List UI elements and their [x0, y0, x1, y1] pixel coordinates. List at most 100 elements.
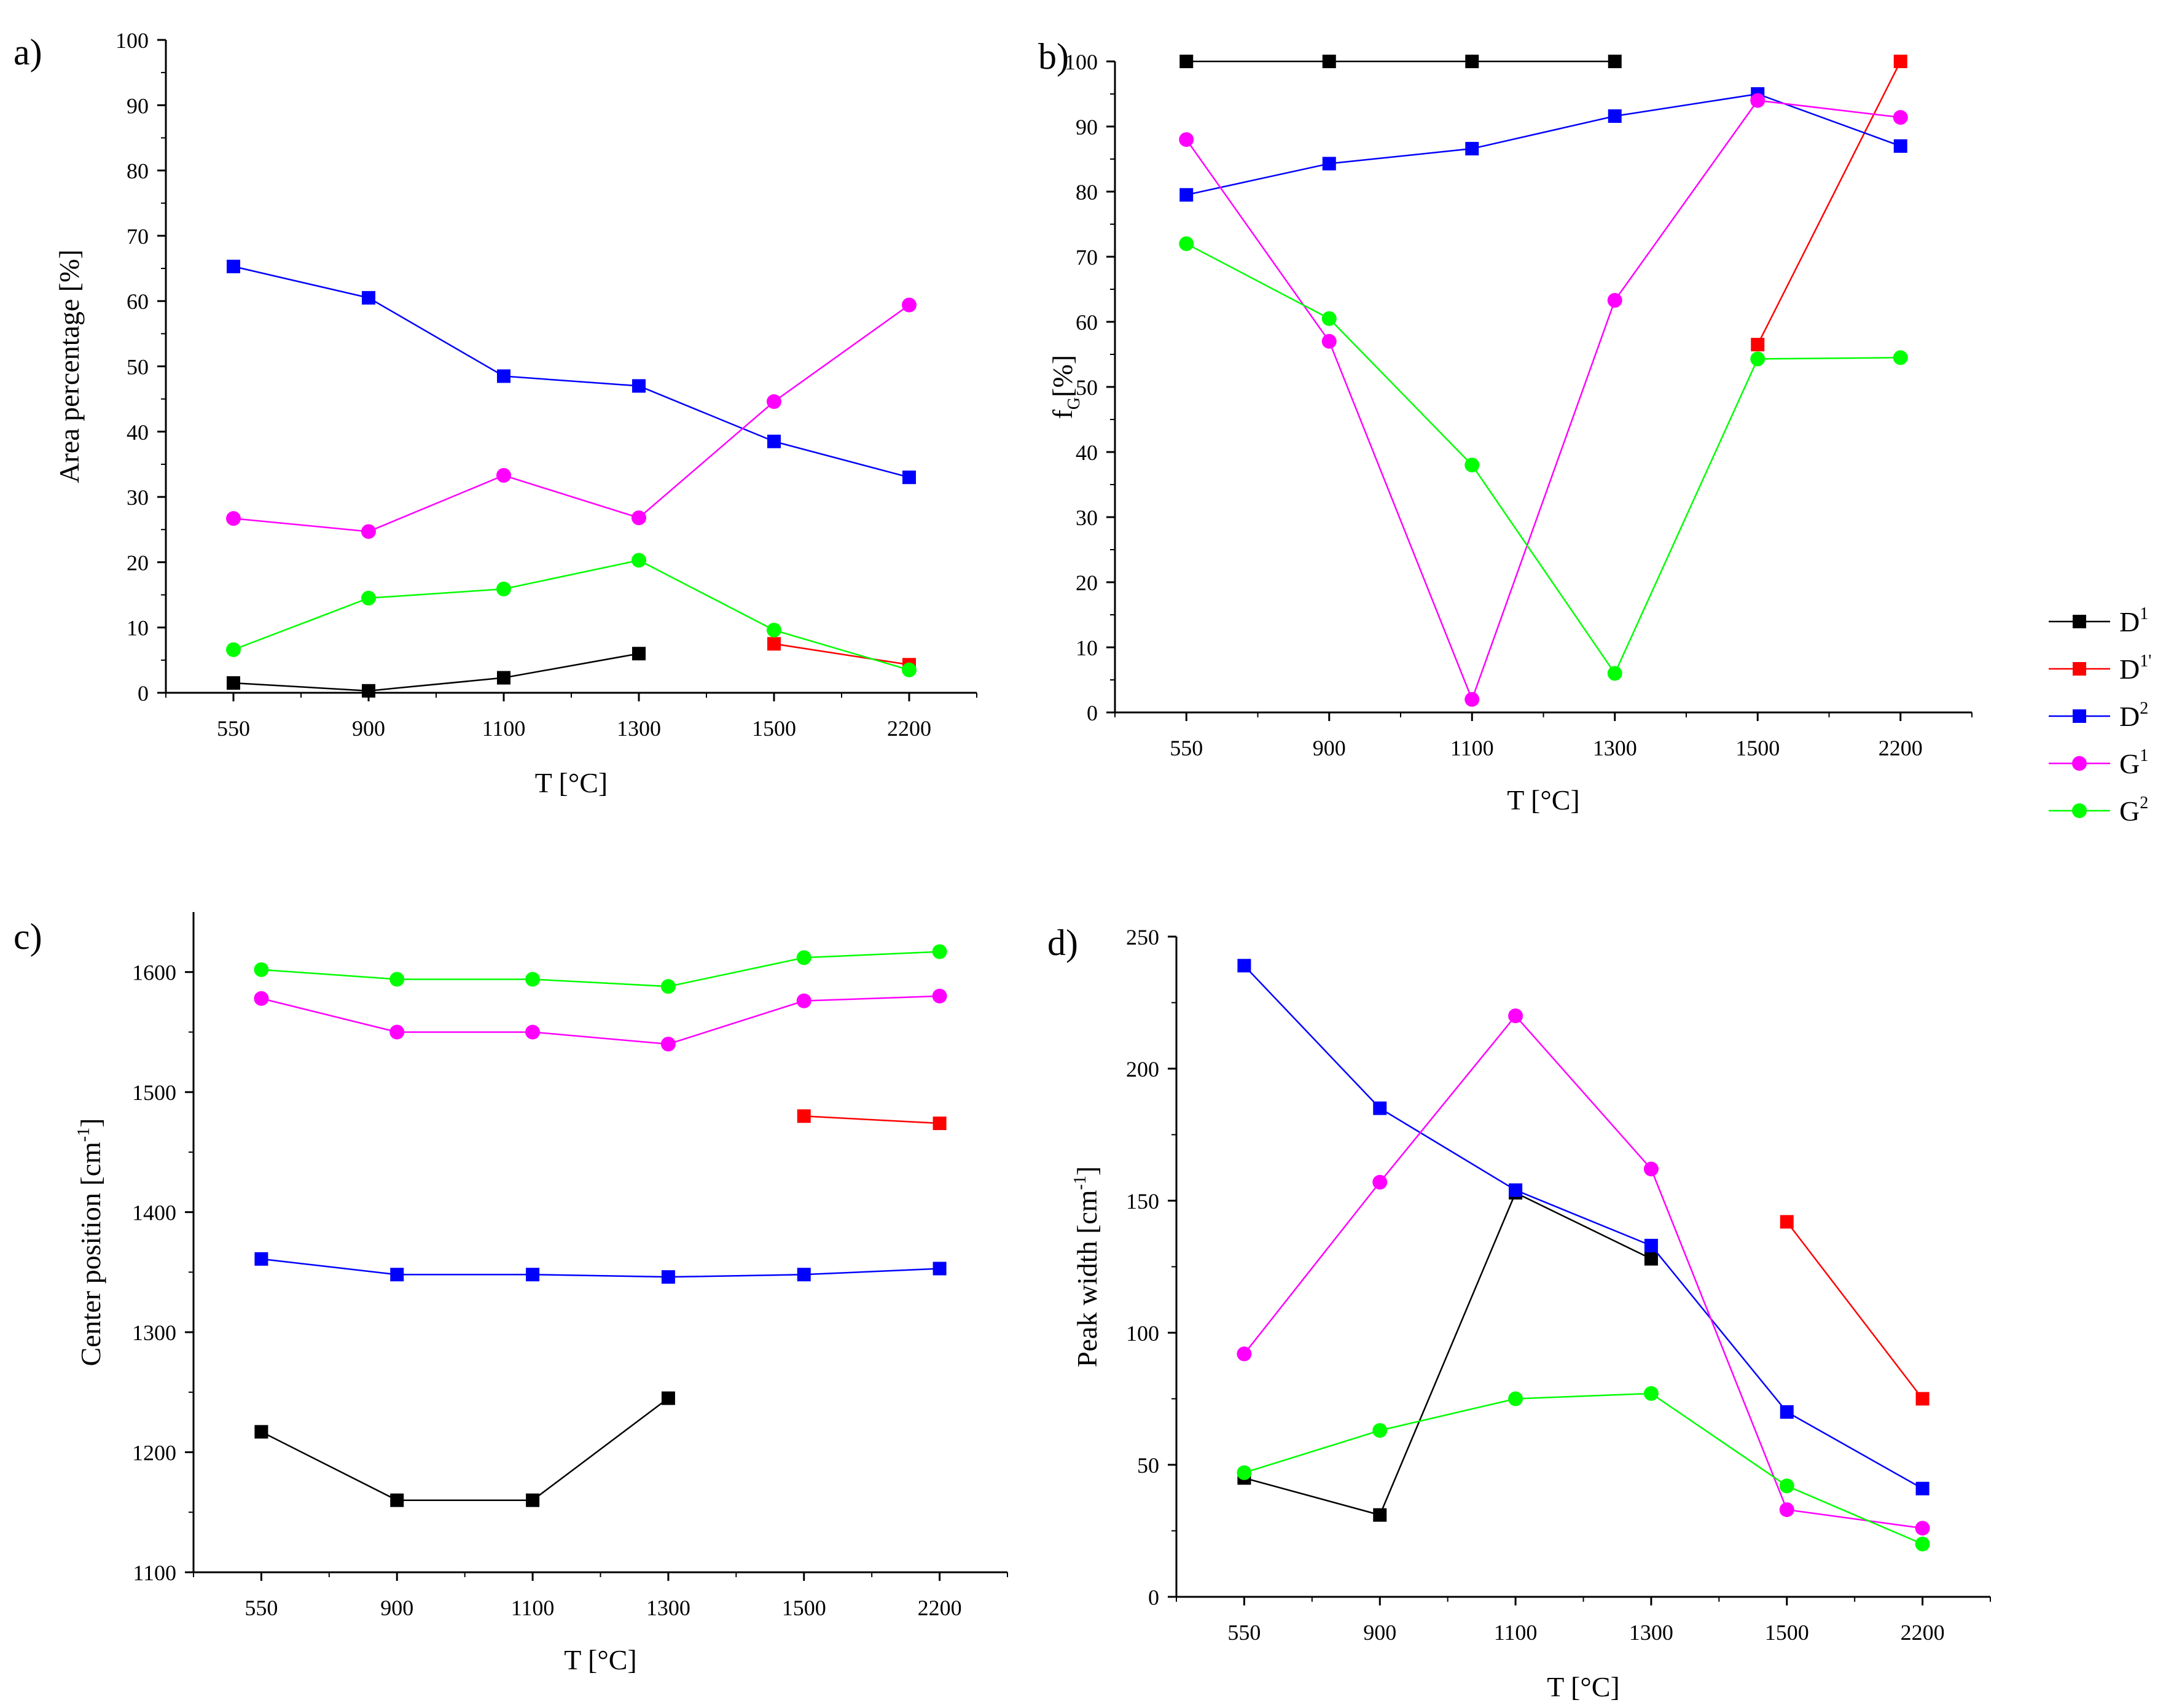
data-point-G2 [1607, 666, 1622, 681]
series-G2 [254, 944, 947, 994]
data-point-G2 [1750, 351, 1766, 367]
data-point-G2 [1915, 1537, 1930, 1551]
legend-marker-G1 [2072, 756, 2087, 771]
series-G2 [226, 553, 917, 677]
x-tick-label: 1500 [1735, 736, 1780, 760]
legend-label-sup: 2 [2140, 794, 2148, 813]
data-point-D2 [767, 434, 781, 448]
data-point-D1 [632, 647, 646, 661]
data-point-D2 [362, 291, 375, 305]
x-tick-label: 550 [1227, 1620, 1261, 1645]
data-point-G2 [1464, 458, 1480, 473]
panel-label: a) [14, 32, 42, 72]
x-tick-label: 1300 [646, 1596, 690, 1620]
y-tick-label: 1500 [132, 1080, 176, 1105]
x-axis-label: T [°C] [535, 767, 608, 798]
legend-label-D1p: D1' [2119, 652, 2151, 685]
x-tick-label: 1300 [1629, 1620, 1673, 1645]
data-point-G1 [1179, 132, 1194, 147]
y-axis-label-main: Peak width [cm [1071, 1190, 1103, 1367]
data-point-D2 [1373, 1101, 1387, 1115]
data-point-G1 [1750, 93, 1766, 108]
legend-label-base: G [2119, 795, 2140, 827]
y-axis-label-tail: ] [75, 1118, 106, 1127]
x-tick-label: 1100 [482, 716, 526, 741]
series-line-G1 [233, 304, 910, 532]
x-tick-label: 550 [1170, 736, 1203, 760]
data-point-G1 [632, 510, 646, 526]
data-point-G1 [1321, 333, 1337, 349]
data-point-D1p [767, 637, 781, 651]
x-tick-label: 1100 [1450, 736, 1494, 760]
series-G1 [254, 988, 947, 1051]
data-point-G2 [1179, 236, 1194, 251]
series-D1 [1179, 55, 1622, 68]
data-point-D2 [254, 1252, 268, 1266]
data-point-D1 [227, 676, 240, 690]
data-point-G2 [1508, 1391, 1523, 1406]
data-point-D1 [526, 1493, 540, 1507]
y-axis-label-sup: -1 [1071, 1176, 1090, 1190]
y-tick-label: 1600 [132, 961, 176, 985]
legend-label-sup: 1' [2140, 652, 2151, 671]
series-G1 [1179, 93, 1908, 707]
y-axis-label-sub: G [1065, 397, 1084, 410]
data-point-D1 [1465, 55, 1479, 68]
series-line-D2 [1243, 965, 1923, 1489]
y-tick-label: 1100 [133, 1561, 176, 1585]
y-tick-label: 10 [1076, 636, 1098, 660]
data-point-G2 [389, 972, 405, 987]
series-line-G1 [261, 995, 940, 1045]
x-tick-label: 550 [244, 1596, 278, 1620]
data-point-G2 [632, 553, 646, 568]
data-point-D2 [1322, 157, 1336, 171]
y-tick-label: 60 [127, 289, 149, 314]
y-tick-label: 0 [1087, 701, 1098, 725]
data-point-G2 [767, 622, 781, 638]
x-tick-label: 900 [380, 1596, 413, 1620]
x-tick-label: 2200 [918, 1596, 962, 1620]
series-line-D2 [233, 265, 910, 478]
data-point-D2 [1780, 1405, 1794, 1419]
series-D1p [767, 637, 916, 672]
y-axis-label-main: f [1047, 409, 1078, 419]
y-tick-label: 1400 [132, 1201, 176, 1225]
x-tick-label: 1300 [617, 716, 661, 741]
series-G1 [1237, 1008, 1930, 1536]
data-point-D1 [362, 684, 375, 698]
y-axis-label: Center position [cm-1] [74, 1118, 106, 1366]
data-point-G2 [660, 979, 676, 994]
y-tick-label: 80 [127, 159, 149, 184]
series-line-D1p [804, 1115, 940, 1125]
series-line-G1 [1243, 1015, 1923, 1529]
data-point-D1p [1915, 1392, 1930, 1406]
data-point-D2 [797, 1268, 811, 1282]
data-point-G2 [902, 662, 917, 677]
panel-a: 550 900 1100 1300 1500 2200 0 10 20 30 40 50 60 70 80 9… [14, 28, 977, 798]
y-axis-label-main: Area percentage [%] [53, 249, 85, 483]
data-point-D2 [1608, 109, 1622, 123]
data-point-G1 [932, 988, 947, 1004]
series-line-G2 [1244, 1392, 1923, 1545]
data-point-D2 [1644, 1239, 1658, 1253]
y-tick-label: 50 [1076, 375, 1098, 400]
y-tick-label: 30 [127, 485, 149, 510]
legend-marker-G2 [2072, 803, 2087, 818]
y-tick-label: 150 [1126, 1189, 1159, 1214]
data-point-D2 [1915, 1481, 1930, 1495]
data-point-G1 [496, 468, 511, 483]
data-point-G2 [1372, 1423, 1388, 1438]
data-point-G2 [525, 972, 541, 987]
data-point-D2 [526, 1268, 540, 1282]
data-point-G1 [902, 297, 917, 313]
series-line-D1 [1244, 1191, 1652, 1516]
data-point-D2 [1237, 959, 1251, 973]
series-line-D1p [773, 643, 910, 666]
data-point-D1 [254, 1425, 268, 1439]
data-point-D1 [497, 671, 510, 685]
y-tick-label: 50 [1137, 1453, 1159, 1478]
y-axis-label: Area percentage [%] [53, 249, 85, 483]
y-tick-label: 100 [1126, 1321, 1159, 1346]
